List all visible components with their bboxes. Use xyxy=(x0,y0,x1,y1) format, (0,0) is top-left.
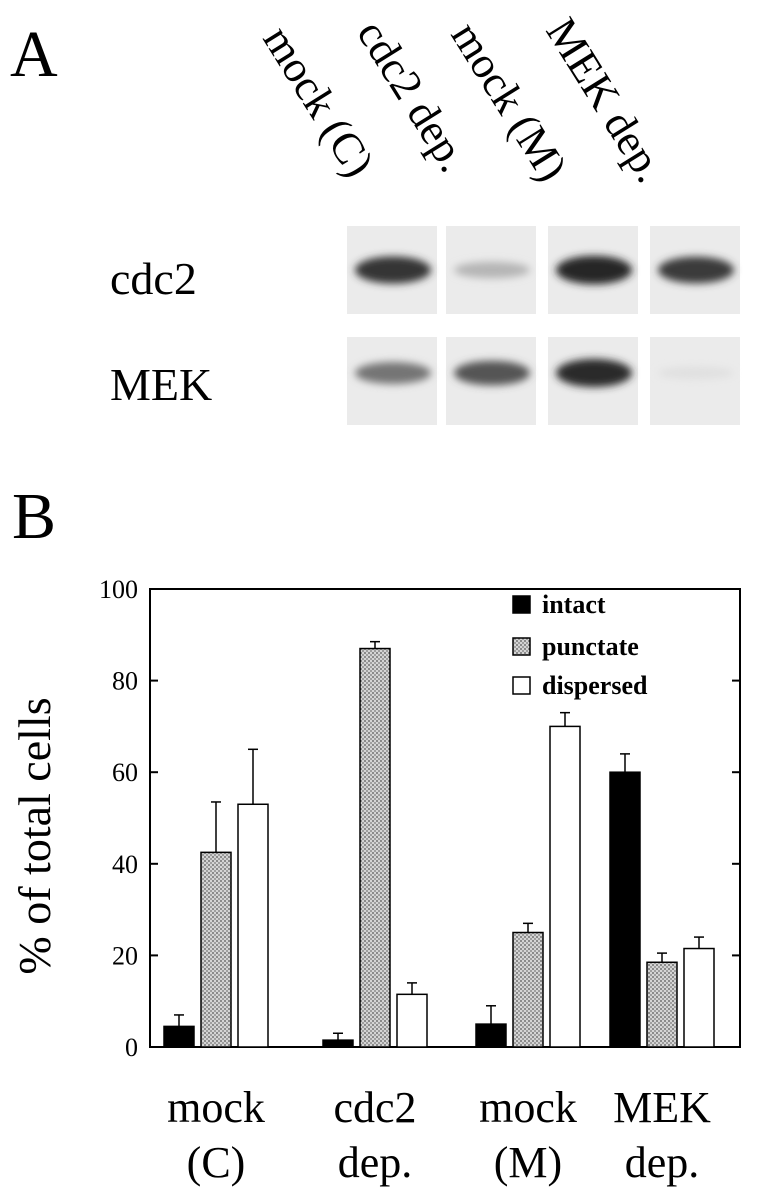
blot-band xyxy=(355,362,431,384)
legend-label: punctate xyxy=(542,632,639,661)
bar-intact xyxy=(322,1039,354,1048)
bar-chart: 0 20 40 60 80 100 intact punctate dispersed mock (… xyxy=(99,575,741,1187)
bar-punctate xyxy=(512,931,544,1048)
bar-punctate xyxy=(200,851,232,1048)
bar-dispersed xyxy=(549,725,581,1048)
bar-intact xyxy=(475,1023,507,1048)
bar-dispersed xyxy=(396,993,428,1048)
y-tick-label: 20 xyxy=(112,941,138,970)
blot-row-label: MEK xyxy=(110,359,212,410)
category-label: MEK xyxy=(613,1083,711,1132)
bar-intact xyxy=(609,771,641,1048)
category-label: cdc2 xyxy=(333,1083,416,1132)
category-label: mock xyxy=(167,1083,265,1132)
panel-b-letter: B xyxy=(12,480,56,553)
lane-labels: mock (C)cdc2 dep.mock (M)MEK dep. xyxy=(254,9,676,190)
legend-label: dispersed xyxy=(542,671,648,700)
category-label: (C) xyxy=(187,1138,246,1187)
bar-dispersed xyxy=(237,803,269,1048)
blot-band xyxy=(355,256,431,284)
blot-row-label: cdc2 xyxy=(110,253,197,304)
y-tick-label: 60 xyxy=(112,758,138,787)
y-axis-label: % of total cells xyxy=(9,697,60,974)
blot-band xyxy=(454,261,530,279)
blot-band xyxy=(658,366,734,380)
legend-swatch-dispersed xyxy=(512,676,531,695)
legend-swatch-punctate xyxy=(512,637,531,656)
bar-punctate xyxy=(646,961,678,1048)
y-tick-label: 100 xyxy=(99,575,138,604)
category-label: mock xyxy=(479,1083,577,1132)
blot-band xyxy=(556,255,632,285)
y-tick-label: 40 xyxy=(112,850,138,879)
y-tick-label: 0 xyxy=(125,1033,138,1062)
blot-band xyxy=(556,358,632,388)
plot-frame xyxy=(149,588,741,1048)
bar-punctate xyxy=(359,647,391,1048)
y-tick-label: 80 xyxy=(112,667,138,696)
legend-label: intact xyxy=(542,590,606,619)
panel-a-letter: A xyxy=(10,18,58,91)
western-blot: cdc2 MEK xyxy=(110,226,740,425)
bar-intact xyxy=(163,1025,195,1048)
category-label: (M) xyxy=(494,1138,562,1187)
category-label: dep. xyxy=(625,1138,700,1187)
bar-dispersed xyxy=(683,947,715,1048)
category-label: dep. xyxy=(338,1138,413,1187)
legend-swatch-intact xyxy=(512,595,531,614)
blot-band xyxy=(658,256,734,284)
blot-lane-background xyxy=(650,337,740,425)
blot-band xyxy=(454,360,530,386)
